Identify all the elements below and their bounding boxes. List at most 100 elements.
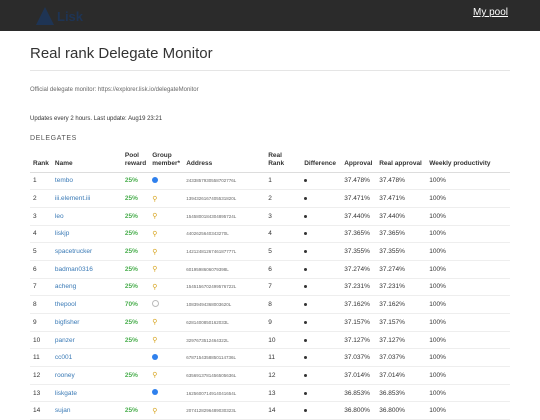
member-dot-icon bbox=[152, 176, 159, 183]
delegate-name-link[interactable]: thepool bbox=[51, 295, 122, 314]
pool-reward-cell: 70% bbox=[121, 295, 150, 314]
delegate-name-link[interactable]: leo bbox=[51, 207, 122, 226]
delegate-name-link[interactable]: badman0316 bbox=[51, 260, 122, 279]
delegates-table: Rank Name Pool reward Group member* Addr… bbox=[30, 148, 510, 420]
approval-cell: 37.440% bbox=[341, 207, 377, 226]
delegate-name-link[interactable]: liskjp bbox=[51, 225, 122, 244]
address-cell: 1625600714914041654L bbox=[183, 384, 266, 403]
address-cell: 6787154358850114736L bbox=[183, 348, 266, 368]
pool-reward-cell: 25% bbox=[121, 207, 150, 226]
delegate-name-link[interactable]: panzer bbox=[51, 331, 122, 350]
rank-cell: 9 bbox=[30, 313, 52, 332]
delegate-name-link[interactable]: iii.element.iii bbox=[51, 189, 122, 208]
table-row: 2 iii.element.iii 25% ⚲ 1394326167405531820L… bbox=[30, 189, 510, 208]
approval-cell: 37.037% bbox=[341, 348, 377, 368]
delegate-name-link[interactable]: cc001 bbox=[51, 348, 122, 368]
pool-reward-cell: 25% bbox=[121, 366, 150, 385]
address-cell: 10839494368003620L bbox=[183, 295, 266, 314]
difference-dot-icon bbox=[304, 409, 308, 413]
approval-cell: 37.127% bbox=[341, 331, 377, 350]
real-rank-cell: 13 bbox=[265, 384, 302, 403]
rank-cell: 12 bbox=[30, 366, 52, 385]
delegate-name-link[interactable]: liskgate bbox=[51, 384, 122, 403]
location-pin-icon: ⚲ bbox=[152, 248, 158, 256]
approval-cell: 37.274% bbox=[341, 260, 377, 279]
pool-reward-cell: 25% bbox=[121, 260, 150, 279]
update-info: Updates every 2 hours. Last update: Aug1… bbox=[30, 116, 163, 122]
lisk-logo-icon bbox=[36, 7, 54, 25]
difference-dot-icon bbox=[304, 250, 308, 254]
group-member-cell bbox=[149, 172, 184, 191]
approval-cell: 37.478% bbox=[341, 172, 377, 191]
difference-cell bbox=[301, 313, 342, 332]
delegate-name-link[interactable]: acheng bbox=[51, 278, 122, 297]
member-dot-icon bbox=[152, 353, 159, 360]
delegate-name-link[interactable]: tembo bbox=[51, 172, 122, 191]
address-cell: 6019598606079398L bbox=[183, 260, 266, 279]
header-name: Name bbox=[51, 148, 122, 173]
rank-cell: 10 bbox=[30, 331, 52, 350]
productivity-cell: 100% bbox=[426, 366, 510, 385]
table-row: 13 liskgate 1625600714914041654L 13 36.853% 3… bbox=[30, 384, 510, 403]
real-approval-cell: 37.231% bbox=[376, 278, 427, 297]
rank-cell: 6 bbox=[30, 260, 52, 279]
productivity-cell: 100% bbox=[426, 384, 510, 403]
delegate-name-link[interactable]: bigfisher bbox=[51, 313, 122, 332]
real-rank-cell: 7 bbox=[265, 278, 302, 297]
pool-reward-cell: 25% bbox=[121, 313, 150, 332]
real-rank-cell: 8 bbox=[265, 295, 302, 314]
location-pin-icon: ⚲ bbox=[152, 230, 158, 238]
member-dot-icon bbox=[152, 389, 159, 396]
difference-cell bbox=[301, 384, 342, 403]
delegate-name-link[interactable]: rooney bbox=[51, 366, 122, 385]
real-rank-cell: 3 bbox=[265, 207, 302, 226]
real-approval-cell: 37.037% bbox=[376, 348, 427, 368]
group-member-cell: ⚲ bbox=[149, 207, 184, 226]
productivity-cell: 100% bbox=[426, 207, 510, 226]
group-member-cell bbox=[149, 295, 184, 314]
difference-dot-icon bbox=[304, 232, 308, 236]
pool-reward-cell: 25% bbox=[121, 331, 150, 350]
location-pin-icon: ⚲ bbox=[152, 266, 158, 274]
lisk-logo[interactable]: Lisk bbox=[36, 5, 83, 27]
header-weekly-productivity: Weekly productivity bbox=[426, 148, 510, 173]
location-pin-icon: ⚲ bbox=[152, 337, 158, 345]
header-address: Address bbox=[183, 148, 266, 173]
header-group-member: Group member* bbox=[149, 148, 184, 173]
delegate-name-link[interactable]: spacetrucker bbox=[51, 242, 122, 261]
productivity-cell: 100% bbox=[426, 348, 510, 368]
real-rank-cell: 5 bbox=[265, 242, 302, 261]
header-rank: Rank bbox=[30, 148, 52, 173]
top-bar: Lisk My pool bbox=[0, 0, 540, 31]
group-member-cell bbox=[149, 384, 184, 403]
header-approval: Approval bbox=[341, 148, 377, 173]
real-approval-cell: 37.014% bbox=[376, 366, 427, 385]
real-approval-cell: 37.365% bbox=[376, 225, 427, 244]
group-member-cell bbox=[149, 348, 184, 368]
address-cell: 1545800184304895724L bbox=[183, 207, 266, 226]
real-rank-cell: 10 bbox=[265, 331, 302, 350]
real-rank-cell: 12 bbox=[265, 366, 302, 385]
location-pin-icon: ⚲ bbox=[152, 195, 158, 203]
section-heading: DELEGATES bbox=[30, 135, 77, 142]
difference-dot-icon bbox=[304, 391, 308, 395]
header-real-approval: Real approval bbox=[376, 148, 427, 173]
rank-cell: 1 bbox=[30, 172, 52, 191]
address-cell: 1545156702499576722L bbox=[183, 278, 266, 297]
group-member-cell: ⚲ bbox=[149, 331, 184, 350]
difference-cell bbox=[301, 278, 342, 297]
difference-dot-icon bbox=[304, 197, 308, 201]
table-row: 7 acheng 25% ⚲ 1545156702499576722L 7 37.231% 3… bbox=[30, 278, 510, 297]
rank-cell: 11 bbox=[30, 348, 52, 368]
table-row: 10 panzer 25% ⚲ 3297673512464322L 10 37.127% 37… bbox=[30, 331, 510, 350]
difference-dot-icon bbox=[304, 320, 308, 324]
difference-cell bbox=[301, 189, 342, 208]
difference-cell bbox=[301, 348, 342, 368]
address-cell: 1421248126746187777L bbox=[183, 242, 266, 261]
group-member-cell: ⚲ bbox=[149, 278, 184, 297]
real-approval-cell: 37.157% bbox=[376, 313, 427, 332]
location-pin-icon: ⚲ bbox=[152, 319, 158, 327]
my-pool-link[interactable]: My pool bbox=[472, 7, 508, 18]
address-cell: 6281400850162033L bbox=[183, 313, 266, 332]
group-member-cell: ⚲ bbox=[149, 260, 184, 279]
